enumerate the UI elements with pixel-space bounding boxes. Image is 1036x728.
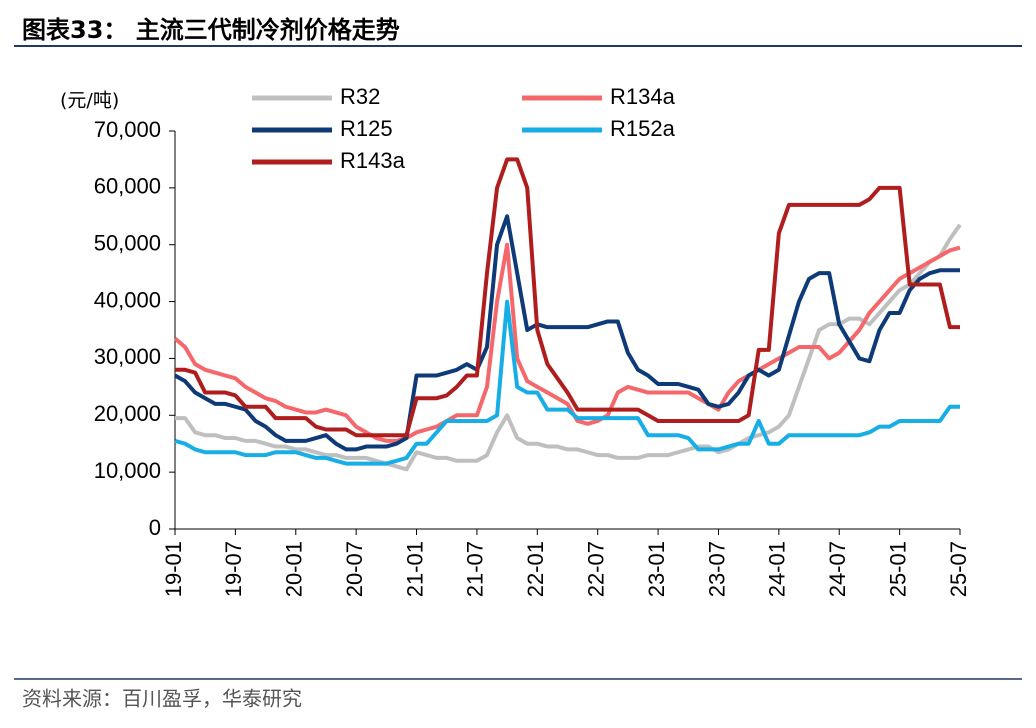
legend-label: R125 bbox=[340, 116, 393, 141]
y-tick-label: 30,000 bbox=[94, 344, 161, 369]
series-line bbox=[175, 223, 962, 472]
y-axis-unit: (元/吨) bbox=[60, 90, 119, 112]
series-line bbox=[174, 214, 960, 452]
x-tick-label: 23-01 bbox=[644, 541, 669, 597]
y-tick-label: 50,000 bbox=[94, 231, 161, 256]
y-tick-label: 60,000 bbox=[94, 174, 161, 199]
y-tick-label: 40,000 bbox=[94, 287, 161, 312]
x-tick-label: 24-07 bbox=[825, 541, 850, 597]
series-line bbox=[175, 157, 960, 438]
x-tick-label: 21-07 bbox=[463, 541, 488, 597]
x-tick-label: 20-07 bbox=[342, 541, 367, 597]
y-tick-label: 0 bbox=[149, 515, 161, 540]
x-tick-label: 20-01 bbox=[282, 541, 307, 597]
x-tick-label: 25-01 bbox=[885, 541, 910, 597]
y-tick-label: 10,000 bbox=[94, 458, 161, 483]
y-tick-label: 70,000 bbox=[94, 117, 161, 142]
legend-label: R134a bbox=[610, 84, 676, 109]
x-tick-label: 22-07 bbox=[584, 541, 609, 597]
x-tick-label: 24-01 bbox=[765, 541, 790, 597]
x-tick-label: 21-01 bbox=[402, 541, 427, 597]
legend-label: R152a bbox=[610, 116, 676, 141]
series-line bbox=[174, 299, 960, 466]
x-tick-label: 23-07 bbox=[704, 541, 729, 597]
x-tick-label: 19-07 bbox=[221, 541, 246, 597]
x-tick-label: 19-01 bbox=[161, 541, 186, 597]
y-tick-label: 20,000 bbox=[94, 401, 161, 426]
x-tick-label: 22-01 bbox=[523, 541, 548, 597]
series-line bbox=[173, 242, 961, 443]
legend-label: R32 bbox=[340, 84, 380, 109]
legend-label: R143a bbox=[340, 148, 406, 173]
x-tick-label: 25-07 bbox=[946, 541, 971, 597]
chart-title: 图表33： 主流三代制冷剂价格走势 bbox=[22, 16, 400, 44]
source-note: 资料来源：百川盈孚，华泰研究 bbox=[22, 687, 302, 711]
